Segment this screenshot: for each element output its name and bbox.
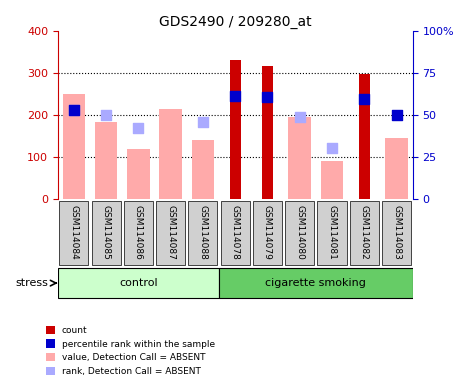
- Point: [70, 107, 78, 113]
- Text: GSM114084: GSM114084: [69, 205, 78, 260]
- Point: [232, 93, 239, 99]
- FancyBboxPatch shape: [156, 200, 185, 265]
- Text: control: control: [119, 278, 158, 288]
- Point: [361, 96, 368, 102]
- Text: GSM114082: GSM114082: [360, 205, 369, 260]
- Title: GDS2490 / 209280_at: GDS2490 / 209280_at: [159, 15, 311, 29]
- Text: GSM114081: GSM114081: [327, 205, 336, 260]
- Bar: [359, 74, 370, 199]
- Point: [264, 94, 271, 100]
- Text: GSM114079: GSM114079: [263, 205, 272, 260]
- Bar: [127, 149, 150, 199]
- Point: [102, 112, 110, 118]
- Bar: [159, 109, 182, 199]
- Text: GSM114078: GSM114078: [231, 205, 240, 260]
- FancyBboxPatch shape: [124, 200, 153, 265]
- Text: stress: stress: [15, 278, 48, 288]
- FancyBboxPatch shape: [382, 200, 411, 265]
- Point: [393, 112, 400, 118]
- Bar: [95, 122, 117, 199]
- FancyBboxPatch shape: [285, 200, 314, 265]
- Point: [135, 125, 142, 131]
- Text: cigarette smoking: cigarette smoking: [265, 278, 366, 288]
- Bar: [229, 60, 241, 199]
- FancyBboxPatch shape: [219, 268, 413, 298]
- Bar: [63, 94, 85, 199]
- FancyBboxPatch shape: [318, 200, 347, 265]
- Point: [296, 114, 303, 120]
- Point: [199, 119, 207, 126]
- Text: GSM114083: GSM114083: [392, 205, 401, 260]
- Text: GSM114080: GSM114080: [295, 205, 304, 260]
- Point: [328, 144, 336, 151]
- FancyBboxPatch shape: [350, 200, 379, 265]
- Text: GSM114085: GSM114085: [102, 205, 111, 260]
- Bar: [288, 118, 311, 199]
- FancyBboxPatch shape: [253, 200, 282, 265]
- FancyBboxPatch shape: [60, 200, 89, 265]
- Bar: [192, 141, 214, 199]
- FancyBboxPatch shape: [91, 200, 121, 265]
- Text: GSM114087: GSM114087: [166, 205, 175, 260]
- Legend: count, percentile rank within the sample, value, Detection Call = ABSENT, rank, : count, percentile rank within the sample…: [42, 322, 219, 379]
- Bar: [321, 161, 343, 199]
- Text: GSM114086: GSM114086: [134, 205, 143, 260]
- FancyBboxPatch shape: [189, 200, 218, 265]
- FancyBboxPatch shape: [221, 200, 250, 265]
- Bar: [385, 137, 408, 199]
- Point: [70, 107, 78, 113]
- Text: GSM114088: GSM114088: [198, 205, 207, 260]
- Bar: [262, 66, 273, 199]
- FancyBboxPatch shape: [58, 268, 219, 298]
